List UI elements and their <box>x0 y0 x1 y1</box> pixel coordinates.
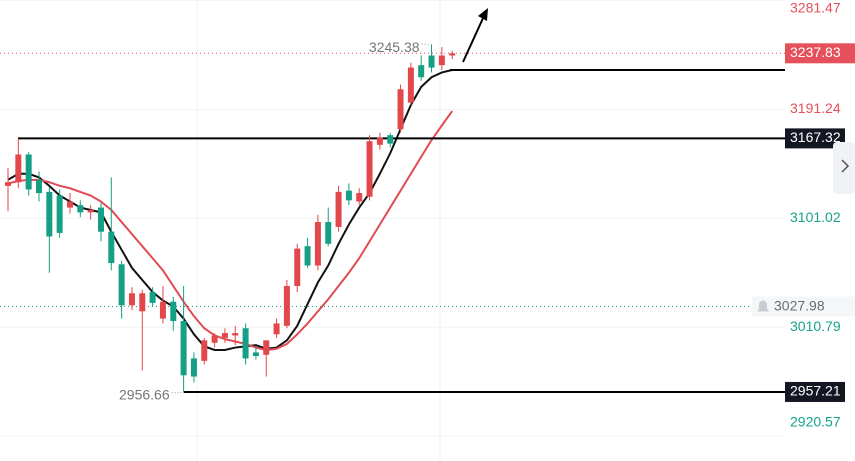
candle-body <box>25 154 32 190</box>
candle-body <box>15 154 22 183</box>
candle-body <box>201 340 208 361</box>
candle-body <box>221 333 228 338</box>
candle-body <box>46 191 53 237</box>
candle-body <box>108 231 115 264</box>
y-tick-label: 3101.02 <box>790 209 841 225</box>
chevron-icon[interactable] <box>841 159 850 173</box>
y-tick-label: 3281.47 <box>790 0 841 16</box>
candle-body <box>418 65 425 78</box>
side-tab[interactable] <box>833 142 855 194</box>
alert-bg <box>752 296 855 317</box>
candle-body <box>335 191 342 227</box>
candle-body <box>77 205 84 213</box>
candle-body <box>149 292 156 303</box>
low-annotation: 2956.66 <box>119 386 170 402</box>
candle-body <box>283 286 290 326</box>
candle-body <box>387 135 394 144</box>
candle-body <box>438 55 445 66</box>
y-tick-label: 3191.24 <box>790 100 841 116</box>
level-label: 2957.21 <box>790 383 841 399</box>
candle-body <box>366 141 373 197</box>
candle-body <box>232 333 239 336</box>
candle-body <box>139 293 146 312</box>
candle-body <box>66 201 73 208</box>
candle-body <box>252 352 259 357</box>
candle-body <box>407 67 414 103</box>
candle-body <box>304 246 311 266</box>
y-tick-label: 2920.57 <box>790 414 841 430</box>
candle-body <box>376 137 383 145</box>
candle-body <box>263 340 270 355</box>
candle-body <box>428 55 435 68</box>
candle-body <box>118 264 125 306</box>
candle-body <box>35 179 42 194</box>
alert-label: 3027.98 <box>774 297 825 313</box>
last-price-bg <box>785 43 855 64</box>
y-tick-label: 3010.79 <box>790 318 841 334</box>
candle-body <box>56 195 63 233</box>
level-label-bg <box>785 381 845 402</box>
high-annotation: 3245.38 <box>369 39 420 55</box>
candle-body <box>211 335 218 343</box>
candle-body <box>294 248 301 287</box>
candle-body <box>345 190 352 201</box>
level-label-bg <box>785 128 845 149</box>
candle-body <box>170 301 177 322</box>
arrow-head <box>478 8 488 21</box>
level-label: 3167.32 <box>790 129 841 145</box>
candle-body <box>159 301 166 319</box>
candle-body <box>87 209 94 213</box>
candle-body <box>356 193 363 202</box>
candle-body <box>273 323 280 335</box>
candle-body <box>449 53 456 56</box>
bell-icon <box>757 300 769 312</box>
ma-line <box>7 110 454 351</box>
last-price-label: 3237.83 <box>790 44 841 60</box>
candle-body <box>128 293 135 306</box>
candle-body <box>5 182 11 186</box>
arrow-line <box>462 15 485 63</box>
candle-body <box>242 328 249 359</box>
candle-body <box>325 222 332 244</box>
candle-body <box>180 321 187 376</box>
candle-body <box>97 207 104 232</box>
candle-body <box>397 89 404 130</box>
candle-body <box>190 358 197 377</box>
candle-body <box>314 222 321 266</box>
